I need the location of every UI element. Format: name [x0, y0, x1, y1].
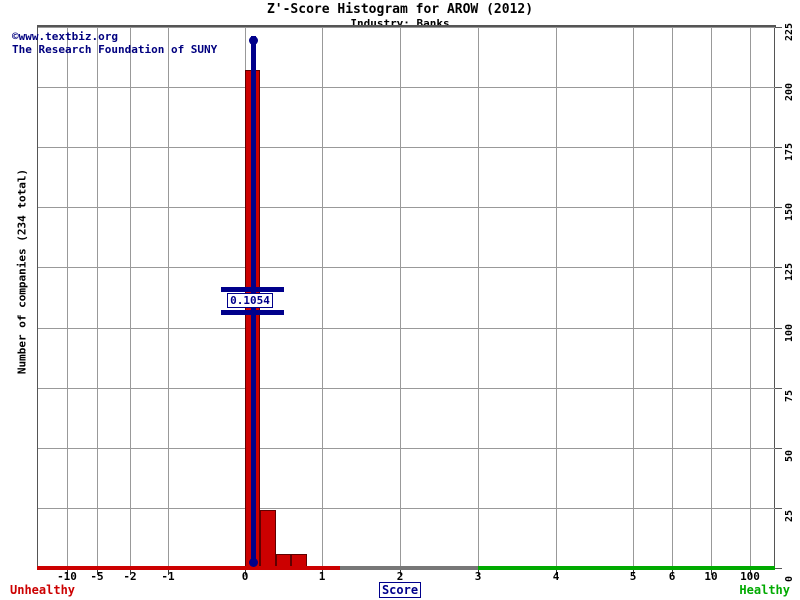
marker-value-label: 0.1054	[227, 293, 273, 308]
x-tick-mark	[672, 568, 673, 575]
x-axis-band	[340, 566, 478, 570]
x-tick-mark	[556, 568, 557, 575]
x-tick-label: -2	[123, 570, 137, 583]
x-tick-label: 5	[629, 570, 637, 583]
y-tick-label: 50	[784, 449, 795, 462]
y-axis-label: Number of companies (234 total)	[15, 168, 29, 375]
plot-area	[37, 27, 776, 569]
gridline-horizontal	[38, 207, 776, 209]
y-tick-mark	[775, 207, 782, 209]
x-tick-label: 0	[241, 570, 249, 583]
x-tick-label: 4	[552, 570, 560, 583]
x-tick-label: 100	[740, 570, 760, 583]
y-tick-mark	[775, 87, 782, 89]
gridline-horizontal	[38, 507, 776, 509]
x-tick-mark	[130, 568, 131, 575]
gridline-horizontal	[38, 387, 776, 389]
gridline-vertical	[750, 28, 751, 569]
x-tick-label: -1	[161, 570, 175, 583]
gridline-horizontal	[38, 147, 776, 149]
gridline-vertical	[633, 28, 634, 569]
x-tick-mark	[322, 568, 323, 575]
x-tick-mark	[400, 568, 401, 575]
y-tick-label: 125	[784, 263, 795, 282]
x-tick-label: -5	[90, 570, 104, 583]
y-tick-mark	[775, 267, 782, 269]
x-tick-label: 6	[668, 570, 676, 583]
plot-top-border	[37, 25, 776, 28]
copyright-line-1: ©www.textbiz.org	[12, 30, 118, 43]
gridline-horizontal	[38, 327, 776, 329]
x-axis-band	[37, 566, 340, 570]
x-tick-mark	[97, 568, 98, 575]
gridline-vertical	[168, 28, 169, 569]
y-tick-mark	[775, 568, 782, 569]
gridline-horizontal	[38, 447, 776, 449]
marker-dot-top	[249, 36, 259, 45]
y-tick-label: 100	[784, 323, 795, 342]
y-tick-mark	[775, 507, 782, 509]
gridline-vertical	[322, 28, 323, 569]
y-tick-label: 150	[784, 203, 795, 222]
x-tick-mark	[711, 568, 712, 575]
copyright-notice: ©www.textbiz.org The Research Foundation…	[12, 30, 217, 56]
x-tick-mark	[245, 568, 246, 575]
unhealthy-label: Unhealthy	[10, 583, 76, 597]
y-tick-mark	[775, 27, 782, 28]
x-tick-mark	[750, 568, 751, 575]
gridline-vertical	[478, 28, 479, 569]
x-tick-label: 3	[474, 570, 482, 583]
x-tick-mark	[168, 568, 169, 575]
y-tick-label: 200	[784, 83, 795, 102]
x-tick-label: 2	[396, 570, 404, 583]
gridline-vertical	[400, 28, 401, 569]
x-tick-mark	[478, 568, 479, 575]
y-tick-mark	[775, 387, 782, 389]
copyright-line-2: The Research Foundation of SUNY	[12, 43, 218, 56]
x-tick-label: 1	[318, 570, 326, 583]
gridline-horizontal	[38, 267, 776, 269]
healthy-label: Healthy	[739, 583, 790, 597]
x-axis-title-text: Score	[378, 582, 422, 598]
gridline-vertical	[130, 28, 131, 569]
y-tick-mark	[775, 447, 782, 449]
y-tick-label: 225	[784, 22, 795, 41]
y-tick-label: 25	[784, 509, 795, 522]
x-axis-title: Score	[0, 582, 800, 598]
y-tick-label: 75	[784, 389, 795, 402]
chart-title: Z'-Score Histogram for AROW (2012)	[266, 2, 534, 17]
y-tick-mark	[775, 327, 782, 329]
gridline-vertical	[711, 28, 712, 569]
histogram-bar	[260, 510, 276, 568]
y-tick-mark	[775, 147, 782, 149]
y-tick-label: 0	[784, 575, 795, 582]
marker-whisker	[221, 287, 285, 292]
gridline-vertical	[672, 28, 673, 569]
marker-dot-bottom	[249, 558, 259, 567]
x-tick-label: -10	[57, 570, 77, 583]
y-tick-label: 175	[784, 143, 795, 162]
gridline-horizontal	[38, 27, 776, 28]
x-tick-mark	[67, 568, 68, 575]
x-axis-band	[478, 566, 775, 570]
x-tick-label: 10	[704, 570, 718, 583]
x-tick-mark	[633, 568, 634, 575]
gridline-vertical	[97, 28, 98, 569]
gridline-horizontal	[38, 87, 776, 89]
gridline-vertical	[556, 28, 557, 569]
marker-whisker	[221, 310, 285, 315]
gridline-vertical	[67, 28, 68, 569]
